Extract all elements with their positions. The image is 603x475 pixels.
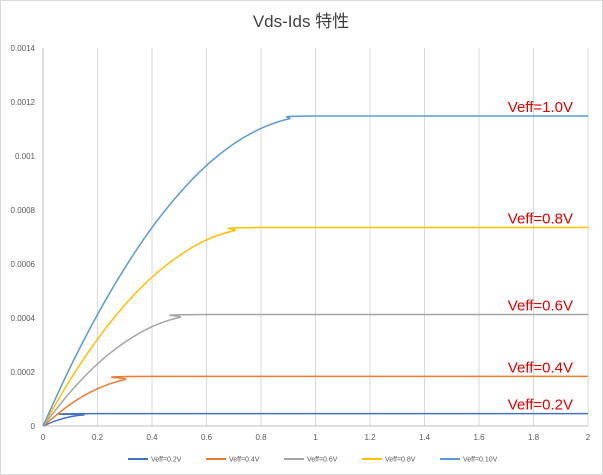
legend-label: Veff=0.2V (151, 457, 182, 464)
x-tick-label: 1 (313, 433, 318, 442)
series-line-3 (42, 313, 588, 427)
x-tick-label: 0.8 (255, 433, 267, 442)
y-tick-label: 0.001 (15, 152, 36, 161)
x-tick-label: 0.2 (92, 433, 104, 442)
x-tick-label: 1.6 (473, 433, 485, 442)
grid-lines (97, 48, 589, 426)
x-tick-label: 0.4 (146, 433, 158, 442)
x-tick-label: 0.6 (201, 433, 213, 442)
x-tick-label: 0 (41, 433, 46, 442)
x-tick-label: 2 (586, 433, 591, 442)
legend: Veff=0.2V Veff=0.4V Veff=0.6V Veff=0.8V Veff… (128, 457, 498, 464)
legend-label: Veff=0.4V (229, 457, 260, 464)
y-tick-label: 0 (31, 422, 36, 431)
series-lines (42, 115, 588, 427)
curve-annotation: Veff=0.8V (508, 211, 573, 228)
y-tick-label: 0.0008 (11, 206, 36, 215)
chart-title: Vds-Ids 特性 (253, 12, 349, 31)
series-line-5 (42, 115, 588, 427)
x-tick-label: 1.8 (528, 433, 540, 442)
legend-label: Veff=0.6V (307, 457, 338, 464)
curve-annotation: Veff=0.2V (508, 397, 573, 414)
y-tick-label: 0.0012 (11, 98, 36, 107)
legend-label: Veff=0.10V (463, 457, 498, 464)
y-tick-label: 0.0004 (11, 314, 36, 323)
legend-label: Veff=0.8V (385, 457, 416, 464)
annotations: Veff=1.0V Veff=0.8V Veff=0.6V Veff=0.4V Veff… (508, 99, 573, 414)
y-tick-label: 0.0006 (11, 260, 36, 269)
series-line-4 (42, 226, 588, 427)
x-tick-label: 1.2 (364, 433, 376, 442)
curve-annotation: Veff=0.4V (508, 359, 573, 376)
x-tick-label: 1.4 (419, 433, 431, 442)
curve-annotation: Veff=0.6V (508, 297, 573, 314)
y-tick-label: 0.0014 (11, 44, 36, 53)
y-tick-label: 0.0002 (11, 368, 36, 377)
curve-annotation: Veff=1.0V (508, 99, 573, 116)
series-line-2 (42, 375, 588, 427)
axes: 0 0.2 0.4 0.6 0.8 1 1.2 1.4 1.6 1.8 2 0 0.0002 0.0004… (11, 44, 591, 442)
